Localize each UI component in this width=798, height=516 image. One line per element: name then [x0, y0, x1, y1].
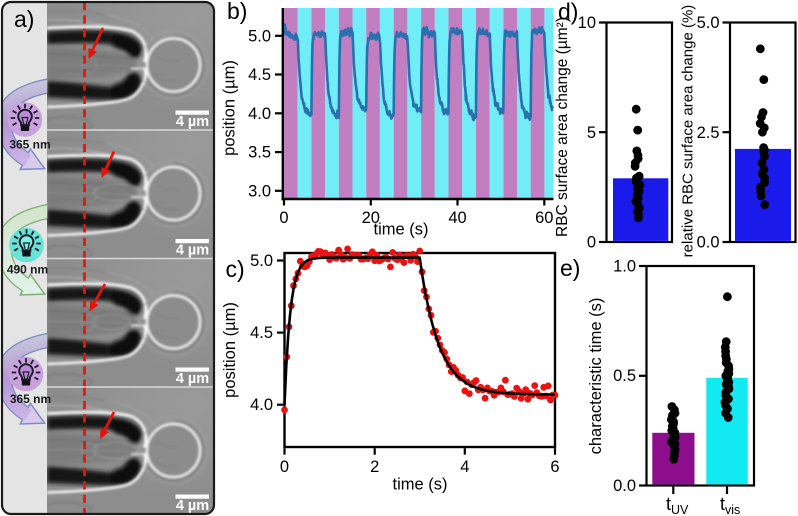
- svg-text:RBC surface area change (µm²): RBC surface area change (µm²): [554, 17, 571, 237]
- svg-text:0.5: 0.5: [613, 367, 636, 385]
- svg-text:position (µm): position (µm): [221, 302, 239, 398]
- svg-text:4.0: 4.0: [248, 105, 271, 123]
- svg-text:2: 2: [370, 458, 379, 476]
- svg-text:4.5: 4.5: [248, 66, 271, 84]
- svg-text:characteristic time (s): characteristic time (s): [587, 298, 605, 455]
- svg-text:4: 4: [460, 458, 469, 476]
- svg-text:4 µm: 4 µm: [176, 498, 209, 514]
- svg-text:5: 5: [587, 124, 596, 142]
- svg-text:0: 0: [280, 458, 289, 476]
- svg-text:365 nm: 365 nm: [9, 138, 50, 152]
- svg-text:4.0: 4.0: [250, 396, 273, 414]
- svg-text:3.5: 3.5: [248, 144, 271, 162]
- svg-text:6: 6: [550, 458, 559, 476]
- svg-text:5.0: 5.0: [248, 27, 271, 45]
- svg-text:time (s): time (s): [393, 476, 448, 494]
- svg-text:0: 0: [279, 209, 288, 227]
- svg-text:40: 40: [448, 209, 466, 227]
- svg-text:2.5: 2.5: [697, 124, 720, 142]
- svg-text:4 µm: 4 µm: [176, 371, 209, 387]
- svg-text:a): a): [14, 6, 34, 32]
- svg-text:3.0: 3.0: [248, 182, 271, 200]
- svg-text:4 µm: 4 µm: [176, 243, 209, 259]
- svg-text:d): d): [558, 0, 578, 25]
- svg-text:time (s): time (s): [374, 221, 429, 239]
- svg-text:5.0: 5.0: [250, 252, 273, 270]
- svg-text:e): e): [560, 255, 580, 281]
- svg-text:5.0: 5.0: [697, 14, 720, 32]
- svg-text:relative RBC surface area chan: relative RBC surface area change (%): [680, 5, 697, 258]
- svg-text:position (µm): position (µm): [221, 60, 239, 156]
- svg-text:0.0: 0.0: [697, 234, 720, 252]
- svg-text:20: 20: [362, 209, 380, 227]
- svg-text:60: 60: [535, 209, 553, 227]
- svg-text:4.5: 4.5: [250, 324, 273, 342]
- svg-text:10: 10: [578, 14, 596, 32]
- svg-text:0: 0: [587, 234, 596, 252]
- svg-text:c): c): [226, 256, 245, 282]
- svg-text:b): b): [227, 0, 247, 24]
- svg-text:365 nm: 365 nm: [10, 392, 51, 406]
- svg-text:490 nm: 490 nm: [7, 263, 48, 277]
- svg-text:0.0: 0.0: [613, 477, 636, 495]
- svg-text:4 µm: 4 µm: [176, 114, 209, 130]
- svg-text:1.0: 1.0: [613, 258, 636, 276]
